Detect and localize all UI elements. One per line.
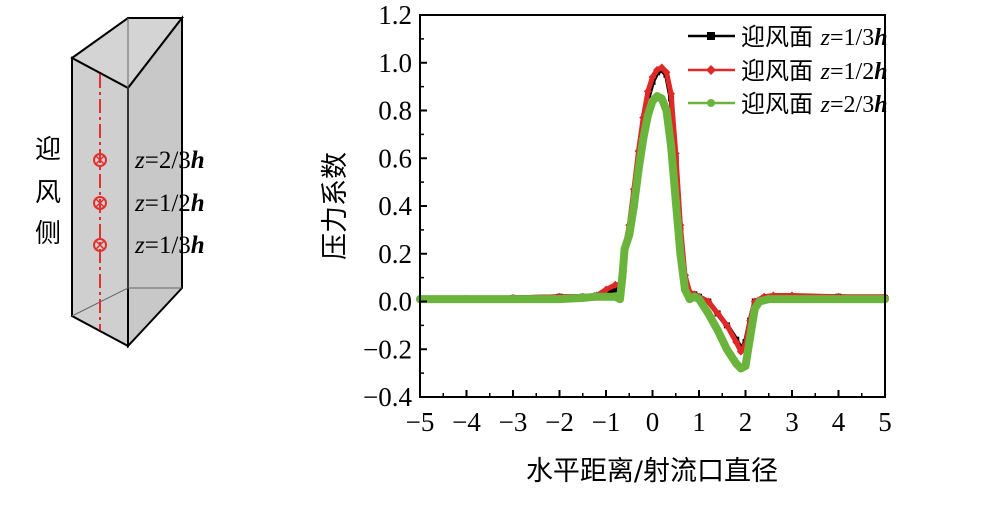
- data-point: [667, 89, 676, 98]
- data-point: [639, 135, 648, 144]
- x-axis-label: 水平距离/射流口直径: [526, 456, 778, 487]
- y-tick-label: 0.8: [378, 96, 412, 126]
- measure-point-label: z=1/2h: [134, 190, 205, 217]
- x-tick-label: 4: [832, 407, 846, 437]
- x-tick-label: −4: [452, 407, 481, 437]
- x-tick-label: −5: [406, 407, 435, 437]
- data-point: [741, 361, 750, 370]
- x-tick-label: 0: [646, 407, 660, 437]
- y-tick-label: 1.2: [378, 0, 412, 30]
- windward-side-label: 迎风侧: [35, 135, 61, 249]
- legend-item: 迎风面 z=2/3h: [688, 90, 888, 118]
- building-diagram: z=2/3h z=1/2h z=1/3h 迎风侧: [35, 15, 205, 349]
- measure-point-label: z=1/3h: [134, 232, 205, 259]
- y-axis: −0.4 −0.2 0.0 0.2 0.4 0.6 0.8 1.0 1.2: [363, 0, 427, 412]
- data-point: [662, 106, 671, 115]
- data-point: [704, 309, 713, 318]
- legend-label: 迎风面 z=2/3h: [741, 90, 888, 118]
- data-point: [555, 295, 564, 304]
- data-point: [634, 166, 643, 175]
- data-point: [676, 249, 685, 258]
- series-3: [416, 92, 889, 373]
- side-label-char: 迎: [35, 135, 61, 165]
- legend-item: 迎风面 z=1/2h: [688, 57, 888, 85]
- data-point: [755, 297, 764, 306]
- y-tick-label: 0.0: [378, 287, 412, 317]
- x-tick-label: 3: [785, 407, 799, 437]
- measure-point: [93, 238, 107, 252]
- data-point: [732, 338, 741, 347]
- data-point: [707, 99, 715, 107]
- data-point: [602, 285, 610, 294]
- data-point: [713, 326, 722, 335]
- data-point: [722, 321, 731, 330]
- y-tick-label: −0.4: [363, 382, 412, 412]
- data-point: [462, 295, 471, 304]
- data-point: [657, 63, 666, 72]
- y-tick-label: 0.4: [378, 191, 412, 221]
- data-point: [788, 295, 796, 304]
- y-tick-label: 0.2: [378, 239, 412, 269]
- data-point: [648, 73, 657, 82]
- data-point: [662, 68, 671, 77]
- data-point: [509, 295, 517, 304]
- data-point: [667, 142, 676, 151]
- data-point: [750, 304, 759, 313]
- y-tick-label: −0.2: [363, 334, 412, 364]
- x-tick-label: 1: [692, 407, 706, 437]
- side-label-char: 侧: [35, 219, 61, 249]
- data-point: [615, 295, 624, 304]
- data-point: [620, 244, 629, 253]
- data-point: [643, 111, 652, 120]
- data-point: [713, 309, 722, 318]
- data-point: [736, 347, 745, 356]
- x-tick-label: 5: [878, 407, 892, 437]
- pressure-chart: −0.4 −0.2 0.0 0.2 0.4 0.6 0.8 1.0 1.2 −5 −4 −3 −2 −1…: [320, 0, 892, 487]
- legend: 迎风面 z=1/3h 迎风面 z=1/2h 迎风面 z=2/3h: [688, 23, 888, 118]
- data-point: [657, 94, 666, 103]
- data-point: [681, 285, 690, 294]
- data-point: [629, 202, 638, 210]
- y-axis-label: 压力系数: [320, 152, 351, 260]
- measure-point-labels: z=2/3h z=1/2h z=1/3h: [134, 147, 205, 259]
- measure-point: [93, 153, 107, 167]
- data-point: [706, 65, 716, 75]
- side-label-char: 风: [35, 178, 61, 208]
- data-point: [602, 292, 610, 301]
- x-tick-label: 2: [739, 407, 753, 437]
- data-point: [625, 230, 634, 239]
- data-point: [578, 293, 587, 302]
- data-point: [722, 345, 731, 354]
- data-point: [707, 32, 715, 40]
- legend-item: 迎风面 z=1/3h: [688, 23, 888, 51]
- measure-point-label: z=2/3h: [134, 147, 205, 174]
- data-point: [834, 295, 843, 304]
- x-tick-label: −1: [592, 407, 621, 437]
- x-tick-label: −3: [499, 407, 528, 437]
- data-point: [592, 292, 601, 301]
- data-point: [695, 295, 703, 304]
- data-point: [612, 286, 619, 293]
- series-line: [416, 92, 889, 373]
- legend-label: 迎风面 z=1/2h: [741, 57, 888, 85]
- legend-label: 迎风面 z=1/3h: [741, 23, 888, 51]
- y-tick-label: 1.0: [378, 48, 412, 78]
- measure-point-markers: [93, 153, 107, 252]
- y-tick-label: 0.6: [378, 143, 412, 173]
- x-axis: −5 −4 −3 −2 −1 0 1 2 3 4 5: [406, 390, 892, 437]
- data-point: [746, 333, 755, 342]
- data-point: [618, 273, 627, 282]
- x-tick-label: −2: [545, 407, 574, 437]
- measure-point: [93, 196, 107, 210]
- data-point: [643, 87, 652, 96]
- series-layer: [416, 63, 889, 373]
- data-point: [671, 197, 680, 206]
- data-point: [764, 295, 773, 304]
